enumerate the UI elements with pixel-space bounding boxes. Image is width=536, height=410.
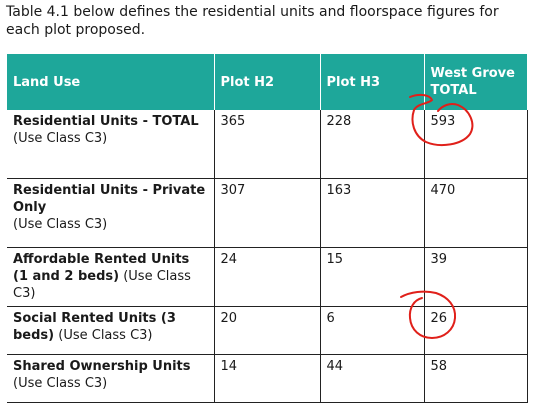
land-use-class-note: (Use Class C3) <box>13 269 191 301</box>
total-value: 58 <box>423 354 528 403</box>
plot-h3-value: 44 <box>319 354 425 403</box>
plot-h2-value: 307 <box>213 178 321 248</box>
table-header-row: Land Use Plot H2 Plot H3 West Grove TOTA… <box>7 54 527 110</box>
plot-h3-value: 228 <box>319 110 425 179</box>
table-row: Residential Units - TOTAL (Use Class C3)… <box>7 110 528 179</box>
land-use-class-note: (Use Class C3) <box>13 376 108 391</box>
total-value: 470 <box>423 178 528 248</box>
land-use-cell: Residential Units - Private Only (Use Cl… <box>7 178 215 248</box>
land-use-class-note: (Use Class C3) <box>13 131 108 146</box>
plot-h2-value: 24 <box>213 247 321 307</box>
land-use-class-note: (Use Class C3) <box>58 328 153 343</box>
plot-h2-value: 14 <box>213 354 321 403</box>
table-row: Shared Ownership Units (Use Class C3) 14… <box>7 354 528 403</box>
total-value: 26 <box>423 306 528 355</box>
land-use-class-note: (Use Class C3) <box>13 217 108 232</box>
header-land-use: Land Use <box>7 54 215 110</box>
land-use-name: Affordable Rented Units (1 and 2 beds) <box>13 252 190 284</box>
land-use-name: Shared Ownership Units <box>13 359 191 374</box>
table-row: Residential Units - Private Only (Use Cl… <box>7 178 528 248</box>
plot-h2-value: 20 <box>213 306 321 355</box>
land-use-name: Residential Units - Private Only <box>13 183 206 215</box>
table-row: Social Rented Units (3 beds) (Use Class … <box>7 306 528 355</box>
land-use-cell: Residential Units - TOTAL (Use Class C3) <box>7 110 215 179</box>
plot-h3-value: 163 <box>319 178 425 248</box>
header-west-grove-total: West Grove TOTAL <box>424 54 527 110</box>
plot-h2-value: 365 <box>213 110 321 179</box>
land-use-name: Social Rented Units (3 beds) <box>13 311 176 343</box>
land-use-name: Residential Units - TOTAL <box>13 114 199 129</box>
plot-h3-value: 15 <box>319 247 425 307</box>
intro-paragraph: Table 4.1 below defines the residential … <box>6 4 499 38</box>
table-row: Affordable Rented Units (1 and 2 beds) (… <box>7 247 528 307</box>
header-plot-h2: Plot H2 <box>214 54 321 110</box>
header-plot-h3: Plot H3 <box>320 54 425 110</box>
land-use-cell: Social Rented Units (3 beds) (Use Class … <box>7 306 215 355</box>
land-use-cell: Shared Ownership Units (Use Class C3) <box>7 354 215 403</box>
total-value: 593 <box>423 110 528 179</box>
land-use-table: Land Use Plot H2 Plot H3 West Grove TOTA… <box>7 54 528 403</box>
total-value: 39 <box>423 247 528 307</box>
land-use-cell: Affordable Rented Units (1 and 2 beds) (… <box>7 247 215 307</box>
plot-h3-value: 6 <box>319 306 425 355</box>
